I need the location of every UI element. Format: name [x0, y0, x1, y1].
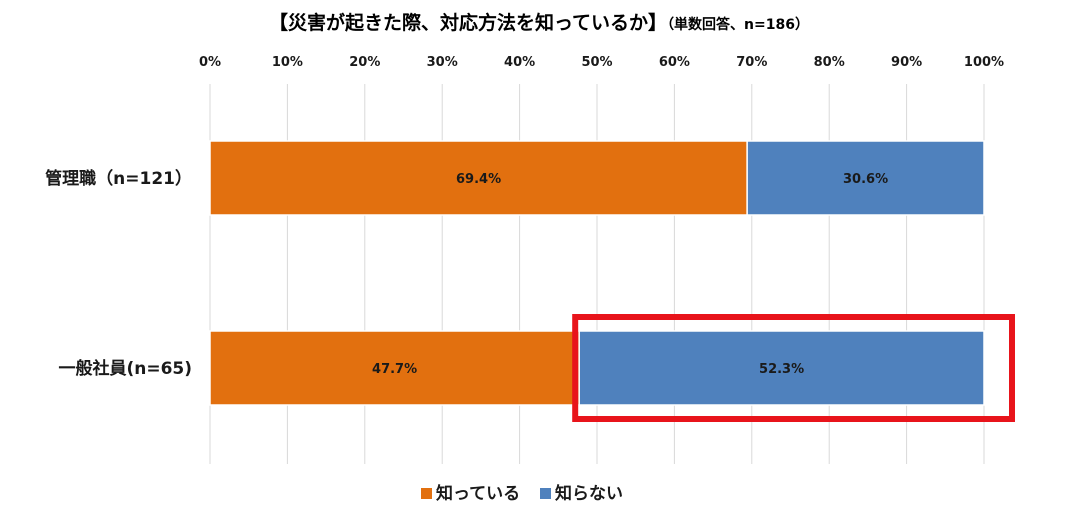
category-label: 管理職（n=121）: [45, 168, 192, 189]
bar-segment: [578, 330, 985, 406]
legend-label: 知っている: [435, 483, 520, 504]
x-tick-label: 40%: [504, 55, 535, 70]
legend-label: 知らない: [554, 483, 623, 504]
highlight-box: [572, 314, 1015, 422]
category-labels: 管理職（n=121） 一般社員(n=65): [45, 168, 192, 379]
x-tick-label: 20%: [349, 55, 380, 70]
category-label: 一般社員(n=65): [58, 358, 192, 379]
data-label: 47.7%: [372, 362, 417, 377]
x-tick-label: 90%: [891, 55, 922, 70]
chart-title: 【災害が起きた際、対応方法を知っているか】: [269, 11, 667, 34]
x-tick-label: 10%: [272, 55, 303, 70]
highlight-rectangle: [572, 314, 1015, 422]
bar-segment: [209, 140, 748, 216]
x-tick-label: 100%: [964, 55, 1004, 70]
chart-title-line: 【災害が起きた際、対応方法を知っているか】（単数回答、n=186）: [269, 11, 809, 34]
x-tick-label: 70%: [736, 55, 767, 70]
chart-subtitle: （単数回答、n=186）: [667, 16, 809, 33]
data-label: 69.4%: [456, 172, 501, 187]
bars: 69.4% 30.6% 47.7% 52.3%: [209, 140, 985, 406]
x-tick-label: 80%: [814, 55, 845, 70]
data-label: 52.3%: [759, 362, 804, 377]
legend-swatch: [540, 488, 551, 499]
x-tick-label: 30%: [427, 55, 458, 70]
legend-swatch: [421, 488, 432, 499]
x-tick-label: 60%: [659, 55, 690, 70]
bar-segment: [209, 330, 580, 406]
data-label: 30.6%: [843, 172, 888, 187]
x-tick-label: 50%: [581, 55, 612, 70]
legend: 知っている 知らない: [421, 483, 623, 504]
x-tick-label: 0%: [199, 55, 221, 70]
x-axis-ticks: 0% 10% 20% 30% 40% 50% 60% 70% 80% 90% 100%: [199, 55, 1004, 70]
bar-segment: [746, 140, 985, 216]
